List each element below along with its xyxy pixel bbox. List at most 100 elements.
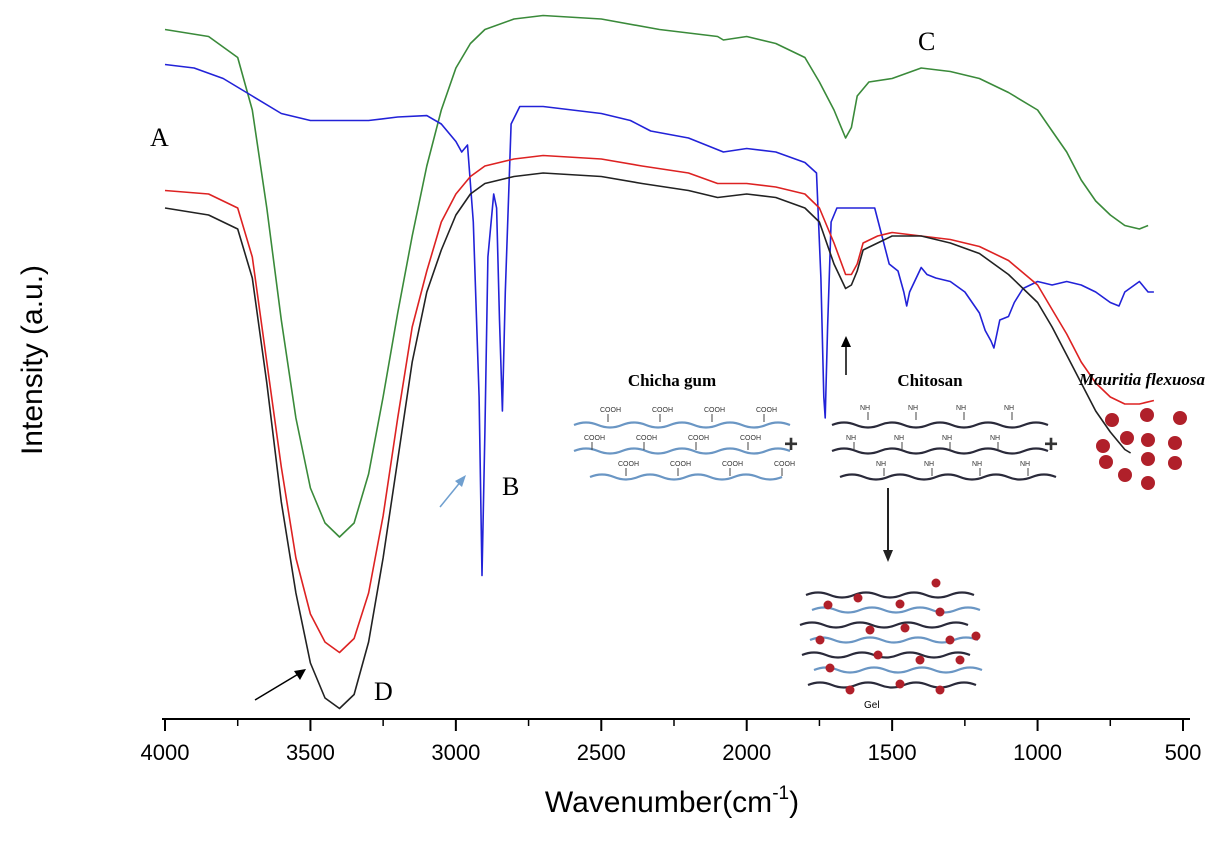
oil-droplet [1173,411,1187,425]
gel-oil-droplet [823,600,833,610]
gel-chain [811,606,981,614]
cooh-group: COOH [704,407,725,414]
cooh-group: COOH [600,407,621,414]
series-line-a [164,154,1155,654]
oil-droplet [1099,455,1113,469]
series-line-b [164,63,1154,577]
gel-oil-droplet [935,685,945,695]
gum-chain [589,473,783,481]
series-layer [164,14,1155,710]
gel-chain [801,651,971,659]
nh2-group: NH [908,405,918,412]
chitosan-chain [839,473,1057,481]
inset-chitosan-label: Chitosan [897,371,963,390]
nh2-group: NH [972,461,982,468]
nh2-group: NH [894,435,904,442]
arrow-d [254,669,306,701]
gel-oil-droplet [900,623,910,633]
gel-chain [799,621,969,629]
x-tick-label-4000: 4000 [141,740,190,765]
x-tick-label-1000: 1000 [1013,740,1062,765]
oil-droplet [1140,408,1154,422]
nh2-group: NH [846,435,856,442]
gum-chain [573,421,791,429]
inset-chitosan-chains: NH NH NH NH NH NH NH NH NH NH NH NH [831,405,1057,481]
oil-droplet [1168,456,1182,470]
curve-label-b: B [502,472,519,501]
oil-droplet [1141,476,1155,490]
oil-droplet [1120,431,1134,445]
x-tick-label-2500: 2500 [577,740,626,765]
inset-oil-drops [1096,408,1187,490]
cooh-group: COOH [722,461,743,468]
nh2-group: NH [860,405,870,412]
gel-oil-droplet [935,607,945,617]
cooh-group: COOH [756,407,777,414]
gel-chain [807,681,977,689]
x-tick-label-3500: 3500 [286,740,335,765]
cooh-group: COOH [584,435,605,442]
arrow-b [439,475,466,508]
nh2-group: NH [942,435,952,442]
arrow-chitosan [841,336,851,375]
gel-oil-droplet [825,663,835,673]
nh2-group: NH [876,461,886,468]
x-axis-title: Wavenumber(cm-1) [545,783,799,819]
gel-oil-droplet [853,593,863,603]
gel-oil-droplet [955,655,965,665]
oil-droplet [1168,436,1182,450]
inset-gel-arrow [883,488,893,562]
cooh-group: COOH [652,407,673,414]
inset-plus-1: + [784,431,798,458]
inset-chicha-gum-label: Chicha gum [628,371,716,390]
inset-gum-chains: COOH COOH COOH COOH COOH COOH COOH COOH COOH COOH… [573,407,795,481]
gel-oil-droplet [895,679,905,689]
x-tick-label-500: 500 [1165,740,1202,765]
inset-gel-network [799,578,983,695]
series-line-c [164,14,1149,538]
oil-droplet [1141,433,1155,447]
cooh-group: COOH [618,461,639,468]
x-tick-label-3000: 3000 [431,740,480,765]
chitosan-chain [831,421,1049,429]
gel-oil-droplet [971,631,981,641]
gum-chain [573,447,791,455]
oil-droplet [1141,452,1155,466]
gel-oil-droplet [915,655,925,665]
gel-chain [813,666,983,674]
y-axis-title: Intensity (a.u.) [16,265,49,455]
gel-oil-droplet [865,625,875,635]
cooh-group: COOH [636,435,657,442]
curve-label-c: C [918,27,935,56]
gel-oil-droplet [895,599,905,609]
curve-label-a-box: A [150,123,169,152]
inset-oil-label-line1: Mauritia flexuosa [1078,370,1206,389]
chitosan-chain [831,447,1049,455]
gel-chain [805,591,975,599]
curve-label-a: A [150,123,169,152]
cooh-group: COOH [670,461,691,468]
oil-droplet [1105,413,1119,427]
gel-oil-droplet [845,685,855,695]
nh2-group: NH [1004,405,1014,412]
nh2-group: NH [924,461,934,468]
inset-plus-2: + [1044,431,1058,458]
gel-oil-droplet [931,578,941,588]
cooh-group: COOH [774,461,795,468]
inset-gel-label: Gel [864,700,880,711]
x-tick-label-1500: 1500 [868,740,917,765]
nh2-group: NH [990,435,1000,442]
nh2-group: NH [1020,461,1030,468]
gel-oil-droplet [945,635,955,645]
oil-droplet [1118,468,1132,482]
inset-schematic: Chicha gum Chitosan Mauritia flexuosa CO… [573,370,1206,711]
gel-oil-droplet [815,635,825,645]
series-line-d [164,172,1132,710]
gel-oil-droplet [873,650,883,660]
curve-label-d: D [374,677,393,706]
oil-droplet [1096,439,1110,453]
x-axis: 4000 3500 3000 2500 2000 1500 1000 500 [141,718,1202,765]
cooh-group: COOH [688,435,709,442]
cooh-group: COOH [740,435,761,442]
